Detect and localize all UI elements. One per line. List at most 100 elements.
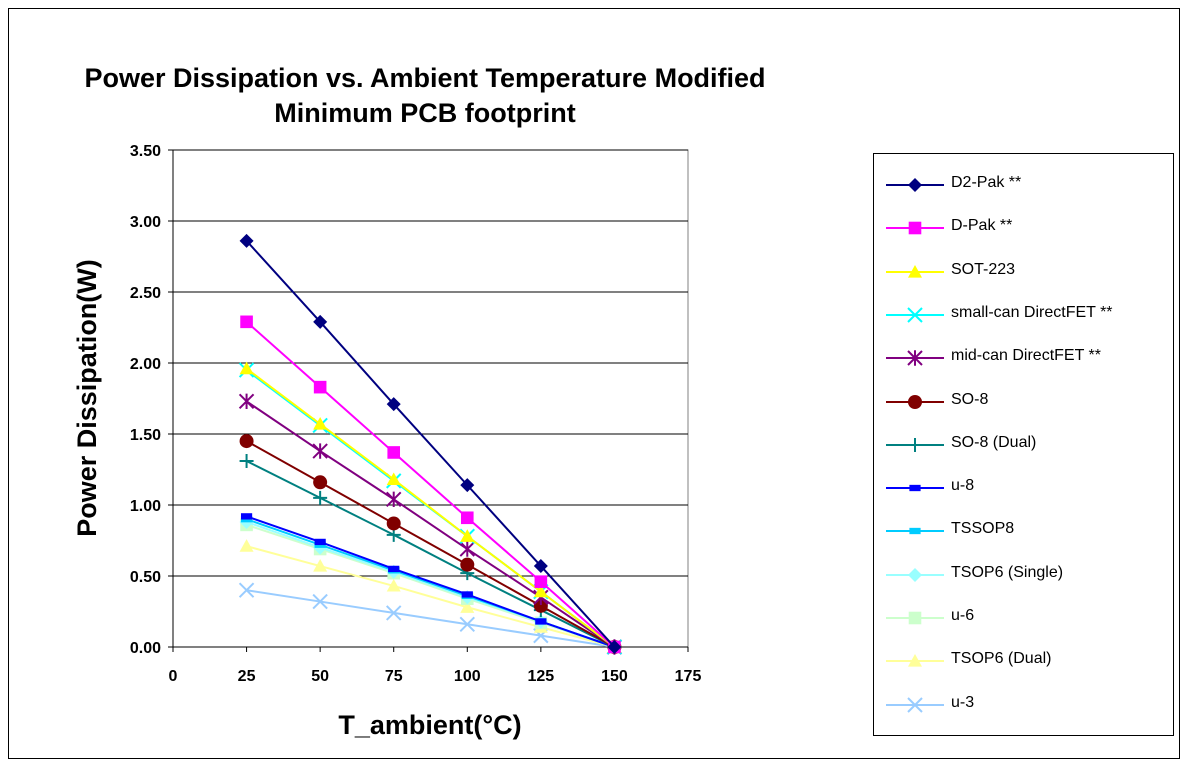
x-tick-label: 25	[238, 668, 256, 685]
legend-swatch	[886, 307, 944, 323]
legend-swatch	[886, 394, 944, 409]
x-tick-label: 150	[601, 668, 628, 685]
legend-item: TSOP6 (Dual)	[874, 643, 1173, 679]
legend-marker	[908, 178, 922, 192]
legend-label: D-Pak **	[951, 217, 1013, 235]
x-tick-label: 0	[169, 668, 178, 685]
y-tick-label: 0.00	[130, 640, 161, 657]
data-point	[239, 233, 254, 248]
data-point	[386, 472, 401, 486]
y-tick-label: 3.50	[130, 143, 161, 160]
legend-label: u-3	[951, 693, 975, 711]
legend-label: TSOP6 (Dual)	[951, 650, 1052, 668]
data-point	[386, 397, 401, 412]
data-point	[239, 434, 254, 449]
series-2	[239, 361, 622, 653]
data-point	[459, 616, 475, 632]
y-tick-label: 1.00	[130, 498, 161, 515]
data-point	[535, 618, 547, 625]
legend-label: u-6	[951, 607, 975, 624]
data-point	[312, 443, 328, 459]
series-line	[246, 460, 615, 648]
legend-swatch	[886, 437, 944, 452]
series-line	[245, 240, 616, 648]
data-point	[533, 598, 548, 613]
legend-label: u-8	[951, 477, 975, 495]
tick-labels: 0.00 0.50 1.00 1.50 2.00 2.50 3.00 3.50 0 25 50 75 1…	[130, 143, 702, 685]
series-5	[239, 434, 622, 654]
plot-area	[172, 149, 689, 648]
data-point	[313, 490, 328, 505]
legend-marker	[909, 528, 921, 535]
data-point	[460, 529, 475, 542]
data-point	[388, 565, 400, 573]
data-point	[313, 475, 328, 490]
data-point	[459, 541, 475, 557]
legend-swatch	[886, 178, 944, 192]
legend-item: mid-can DirectFET **	[874, 340, 1173, 376]
legend-marker	[908, 221, 922, 235]
legend-item: SOT-223	[874, 254, 1173, 290]
series-lines	[238, 233, 623, 655]
gridlines	[173, 149, 688, 577]
legend-swatch	[886, 350, 944, 366]
legend-marker	[908, 394, 922, 409]
data-point	[534, 575, 548, 588]
data-point	[460, 511, 474, 525]
data-point	[313, 417, 328, 430]
series-line	[246, 523, 615, 648]
legend-label: D2-Pak **	[951, 174, 1022, 191]
legend-item: u-8	[874, 470, 1173, 506]
axes	[168, 149, 689, 652]
y-tick-label: 1.50	[130, 427, 161, 444]
legend-swatch	[886, 611, 944, 625]
legend-marker	[908, 264, 922, 278]
data-point	[313, 559, 328, 572]
legend-marker	[908, 654, 922, 667]
legend-item: TSOP6 (Single)	[874, 557, 1173, 593]
y-tick-label: 0.50	[130, 569, 161, 586]
legend-marker	[909, 484, 921, 492]
x-axis-label: T_ambient(°C)	[338, 710, 521, 740]
legend-item: u-6	[874, 600, 1173, 636]
data-point	[313, 314, 328, 329]
data-point	[314, 538, 326, 546]
data-point	[460, 600, 475, 613]
legend-swatch	[886, 484, 944, 492]
chart-subtitle: Minimum PCB footprint	[274, 98, 576, 128]
data-point	[386, 578, 401, 592]
legend-marker	[907, 307, 923, 323]
legend-label: mid-can DirectFET **	[951, 347, 1101, 365]
series-line	[246, 589, 615, 648]
series-line	[245, 321, 616, 648]
legend-item: TSSOP8	[874, 513, 1173, 549]
x-tick-label: 50	[311, 668, 329, 685]
data-point	[240, 315, 253, 329]
y-tick-label: 2.50	[130, 285, 161, 302]
y-tick-label: 3.00	[130, 214, 161, 231]
data-point	[239, 453, 254, 468]
data-point	[238, 582, 255, 598]
legend-marker	[907, 696, 923, 713]
legend-item: SO-8	[874, 384, 1173, 420]
series-0	[239, 233, 622, 654]
x-tick-label: 100	[454, 668, 481, 685]
legend-swatch	[886, 567, 944, 582]
x-tick-label: 125	[528, 668, 555, 685]
series-line	[246, 545, 615, 648]
legend-swatch	[886, 221, 944, 235]
data-point	[238, 393, 255, 410]
data-point	[240, 513, 253, 520]
data-point	[460, 557, 475, 572]
legend-item: u-3	[874, 687, 1173, 723]
data-point	[386, 491, 402, 508]
legend: D2-Pak ** D-Pak ** SOT-223 small-can Direct…	[873, 153, 1174, 736]
legend-label: TSSOP8	[951, 520, 1015, 538]
data-point	[313, 380, 327, 394]
legend-marker	[908, 567, 922, 582]
data-point	[533, 584, 548, 598]
series-line	[245, 367, 616, 648]
y-tick-label: 2.00	[130, 356, 161, 373]
legend-item: SO-8 (Dual)	[874, 427, 1173, 463]
legend-swatch	[886, 654, 944, 667]
